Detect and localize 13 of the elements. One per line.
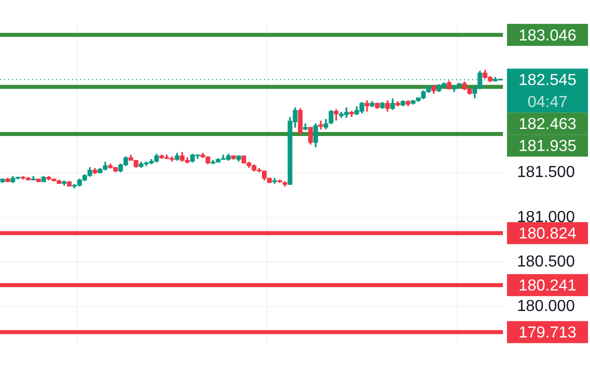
- ref-line-label: 180.241: [518, 278, 577, 294]
- y-tick-label: 181.000: [517, 208, 575, 226]
- candlestick: [364, 100, 370, 112]
- ref-line-label: 179.713: [518, 324, 577, 342]
- y-tick-label: 181.500: [517, 164, 575, 182]
- ref-line-label: 180.824: [518, 226, 577, 243]
- ref-line-label: 181.935: [518, 138, 577, 156]
- ref-line-label: 182.545: [518, 72, 577, 90]
- y-tick-label: 180.000: [517, 298, 575, 315]
- ref-line-label: 182.463: [518, 116, 577, 134]
- text: 04:47: [527, 94, 568, 112]
- y-tick-label: 180.500: [517, 253, 575, 270]
- ref-line-label: 183.046: [518, 27, 577, 44]
